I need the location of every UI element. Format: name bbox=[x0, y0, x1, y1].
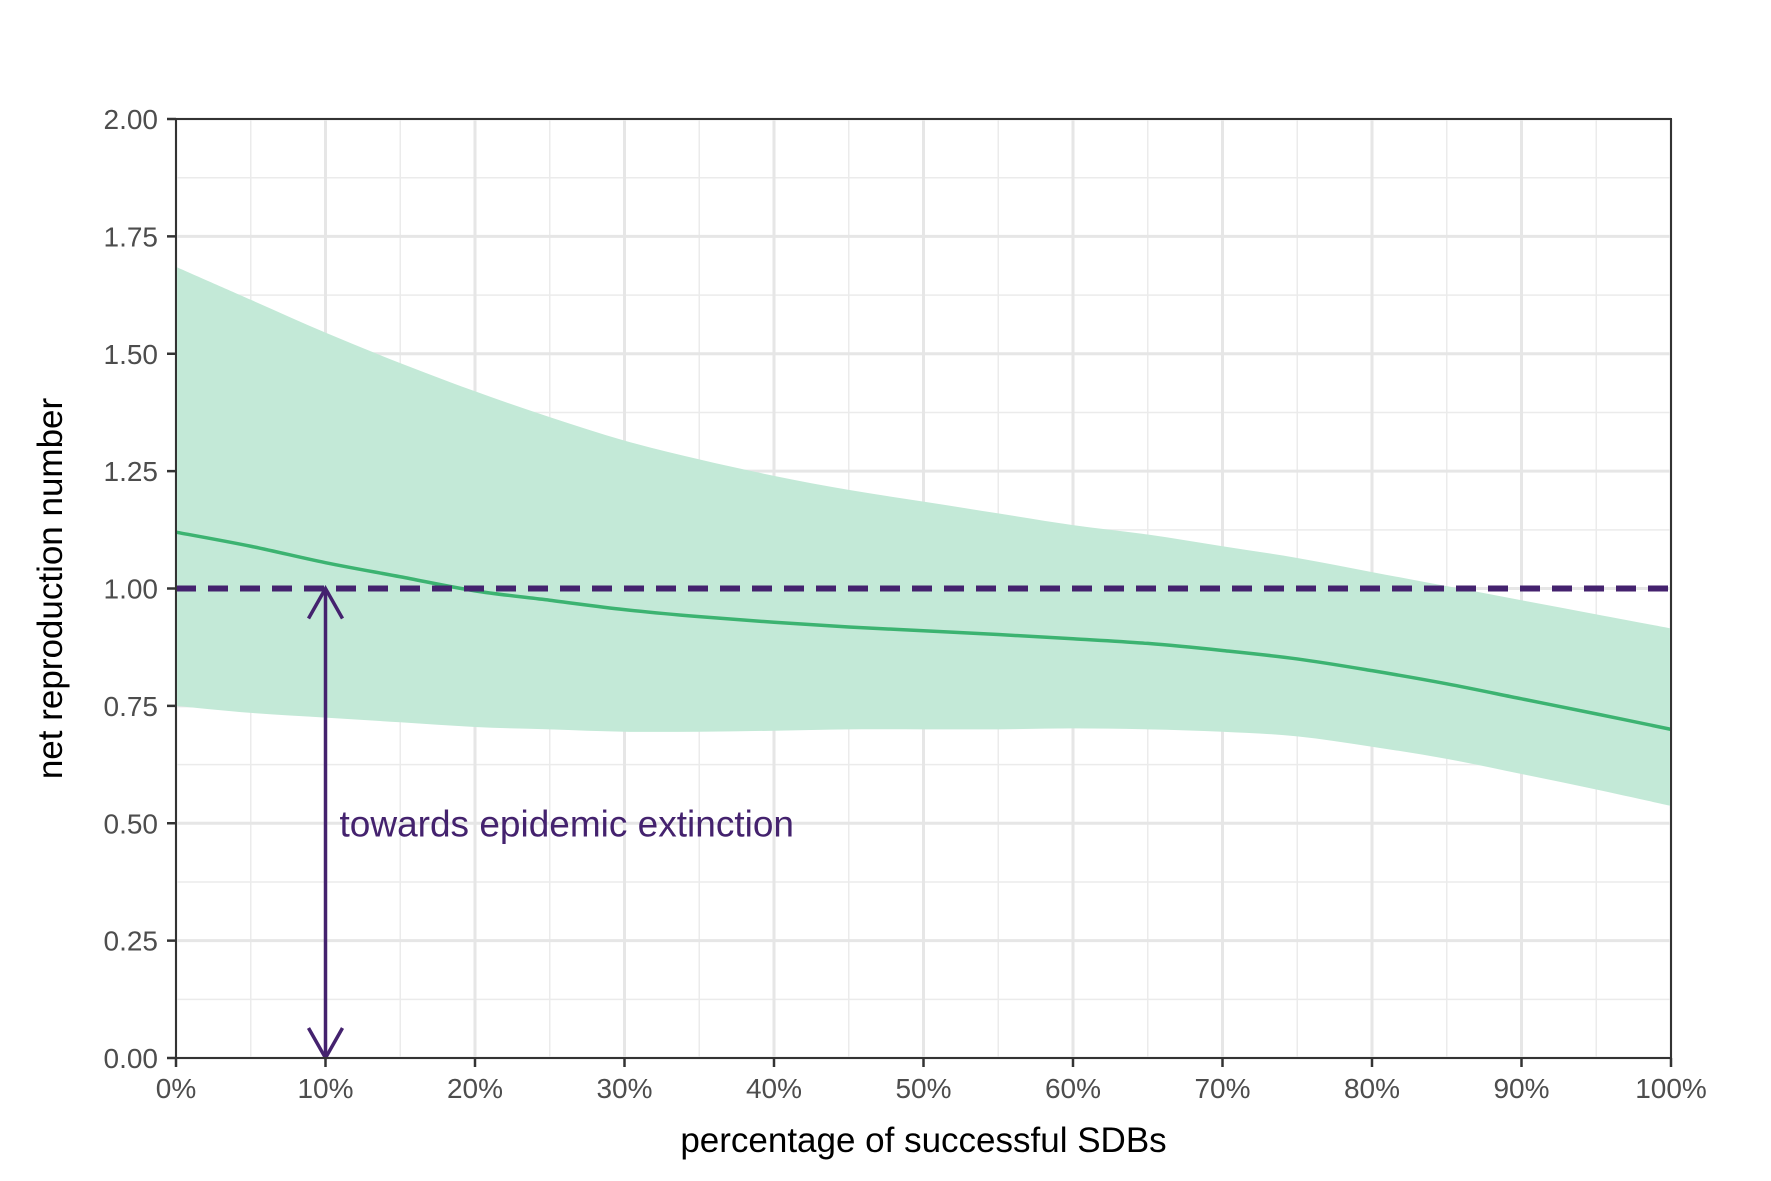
series-line bbox=[175, 530, 1672, 732]
x-tick-label: 90% bbox=[1493, 1073, 1549, 1104]
arrow-head-top bbox=[306, 584, 345, 620]
x-tick-label: 20% bbox=[447, 1073, 503, 1104]
series-line-layer bbox=[175, 530, 1672, 732]
x-tick-label: 30% bbox=[596, 1073, 652, 1104]
y-tick-label: 1.75 bbox=[104, 221, 159, 252]
x-tick-label: 40% bbox=[746, 1073, 802, 1104]
y-tick-label: 0.50 bbox=[104, 808, 159, 839]
x-tick-label: 70% bbox=[1194, 1073, 1250, 1104]
y-axis-title: net reproduction number bbox=[31, 397, 70, 779]
y-tick-label: 0.75 bbox=[104, 691, 159, 722]
confidence-band bbox=[176, 266, 1671, 806]
x-tick-labels: 0% 10% 20% 30% 40% 50% 60% 70% 80% 90% 100% bbox=[156, 1073, 1707, 1104]
y-tick-label: 0.00 bbox=[104, 1043, 159, 1074]
x-tick-label: 80% bbox=[1344, 1073, 1400, 1104]
y-tick-label: 1.50 bbox=[104, 339, 159, 370]
x-tick-label: 50% bbox=[895, 1073, 951, 1104]
x-axis-title: percentage of successful SDBs bbox=[680, 1121, 1166, 1160]
x-tick-label: 100% bbox=[1635, 1073, 1707, 1104]
y-tick-label: 1.00 bbox=[104, 574, 159, 605]
confidence-band-layer bbox=[176, 266, 1671, 806]
x-tick-label: 60% bbox=[1045, 1073, 1101, 1104]
y-tick-label: 2.00 bbox=[104, 104, 159, 135]
y-tick-label: 1.25 bbox=[104, 456, 159, 487]
x-tick-label: 10% bbox=[297, 1073, 353, 1104]
y-tick-label: 0.25 bbox=[104, 926, 159, 957]
x-tick-label: 0% bbox=[156, 1073, 196, 1104]
y-tick-labels: 0.00 0.25 0.50 0.75 1.00 1.25 1.50 1.75 2.00 bbox=[104, 104, 159, 1074]
annotation-text: towards epidemic extinction bbox=[340, 803, 795, 844]
axis-ticks bbox=[167, 117, 1673, 1067]
